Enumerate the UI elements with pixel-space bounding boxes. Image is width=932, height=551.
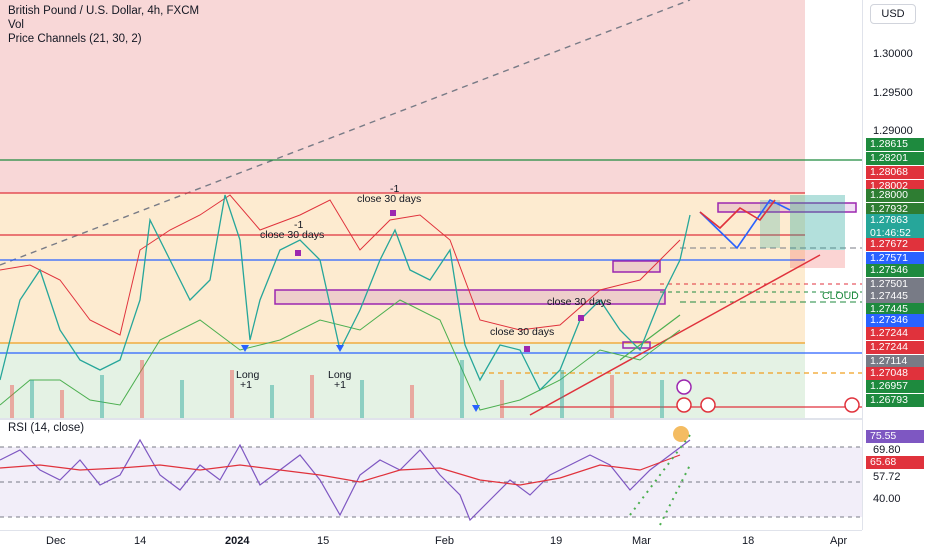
channel-line-green	[619, 314, 681, 361]
projection-zigzag-red	[699, 199, 776, 230]
time-tick: Feb	[435, 535, 454, 547]
price-channel-lower	[0, 299, 681, 411]
time-tick: 2024	[225, 535, 250, 547]
price-chart-svg	[0, 0, 862, 418]
price-pill: 1.27546	[866, 264, 924, 277]
time-tick: Mar	[632, 535, 651, 547]
demand-zone	[0, 343, 805, 418]
rsi-title[interactable]: RSI (14, close)	[8, 422, 85, 434]
price-pill: 1.27346	[866, 314, 924, 327]
price-pill: 1.27048	[866, 367, 924, 380]
price-pill: 1.27571	[866, 252, 924, 265]
price-pill: 1.28615	[866, 138, 924, 151]
resistance-zone	[0, 0, 805, 193]
annotation-close-30-b: close 30 days	[260, 229, 325, 241]
price-pill: 1.28000	[866, 189, 924, 202]
annotation-close-30-c: close 30 days	[547, 296, 612, 308]
rsi-axis-label: 40.00	[873, 493, 901, 505]
long-marker-c	[472, 405, 480, 412]
rsi-pill-b: 65.68	[866, 456, 924, 469]
indicator-legend[interactable]: Price Channels (21, 30, 2)	[8, 33, 142, 45]
annotation-minus1-a: -1	[390, 183, 400, 195]
price-pill: 1.27501	[866, 278, 924, 291]
short-marker-b	[295, 250, 301, 256]
uk-flag-icon	[676, 397, 692, 413]
price-pill: 1.27863	[866, 214, 924, 227]
short-marker-d	[578, 315, 584, 321]
projection-zigzag-blue	[699, 198, 791, 250]
time-tick: 15	[317, 535, 330, 547]
annotation-close-30-a: close 30 days	[357, 193, 422, 205]
trend-line-dashed	[0, 0, 691, 266]
price-pill: 1.28068	[866, 166, 924, 179]
price-pill: 1.28201	[866, 152, 924, 165]
annotation-cloud: CLOUD	[822, 290, 859, 302]
price-pill: 1.27445	[866, 303, 924, 316]
price-pill: 1.27114	[866, 355, 924, 368]
short-marker-c	[524, 346, 530, 352]
annotation-long-b: Long	[328, 369, 352, 381]
time-tick: 18	[742, 535, 755, 547]
rsi-trend-dotted-b	[659, 464, 691, 526]
annotation-close-30-d: close 30 days	[490, 326, 555, 338]
us-flag-icon-b	[844, 397, 860, 413]
price-pill: 1.27672	[866, 238, 924, 251]
price-pill: 1.27445	[866, 290, 924, 303]
price-pill: 1.27244	[866, 341, 924, 354]
time-tick: Apr	[830, 535, 848, 547]
short-marker-a	[390, 210, 396, 216]
currency-selector[interactable]: USD	[870, 4, 916, 24]
pane-divider[interactable]	[0, 418, 862, 420]
projection-red	[790, 250, 845, 268]
price-axis-label: 1.29500	[873, 87, 913, 99]
time-tick: Dec	[46, 535, 66, 547]
price-pill: 1.26793	[866, 394, 924, 407]
price-channel-upper	[0, 194, 681, 336]
price-pill: 1.27932	[866, 203, 924, 216]
projection-green-b	[790, 195, 845, 250]
price-pill: 01:46:52	[866, 227, 924, 240]
annotation-long-a-plus: +1	[240, 379, 252, 391]
rsi-pill-a: 75.55	[866, 430, 924, 443]
rsi-pane[interactable]: RSI (14, close)	[0, 420, 862, 530]
rsi-band	[0, 447, 862, 517]
range-box	[274, 289, 666, 305]
small-box	[612, 260, 661, 273]
long-marker-b	[336, 345, 344, 352]
rsi-axis-label: 57.72	[873, 471, 901, 483]
us-flag-icon	[700, 397, 716, 413]
target-box	[717, 202, 857, 213]
chart-title[interactable]: British Pound / U.S. Dollar, 4h, FXCM	[8, 5, 200, 17]
price-pill: 1.27244	[866, 327, 924, 340]
rsi-trend-dotted-a	[629, 434, 691, 516]
time-tick: 14	[134, 535, 147, 547]
rsi-svg	[0, 426, 862, 526]
annotation-long-b-plus: +1	[334, 379, 346, 391]
annotation-minus1-b: -1	[294, 219, 304, 231]
main-chart[interactable]: close 30 days -1 close 30 days -1 close …	[0, 0, 862, 418]
volume-bars	[10, 360, 664, 418]
time-axis[interactable]: Dec 14 2024 15 Feb 19 Mar 18 Apr	[0, 530, 862, 551]
flash-event-icon	[676, 379, 692, 395]
vol-legend[interactable]: Vol	[8, 19, 24, 31]
time-tick: 19	[550, 535, 563, 547]
annotation-long-a: Long	[236, 369, 260, 381]
price-axis-label: 1.30000	[873, 48, 913, 60]
rsi-highlight-circle	[673, 426, 689, 442]
price-axis-label: 1.29000	[873, 125, 913, 137]
long-marker-a	[241, 345, 249, 352]
trend-line-up	[529, 254, 821, 416]
rsi-axis-label: 69.80	[873, 444, 901, 456]
price-pill: 1.26957	[866, 380, 924, 393]
rsi-line	[0, 438, 691, 522]
rsi-ma-line	[0, 454, 681, 486]
